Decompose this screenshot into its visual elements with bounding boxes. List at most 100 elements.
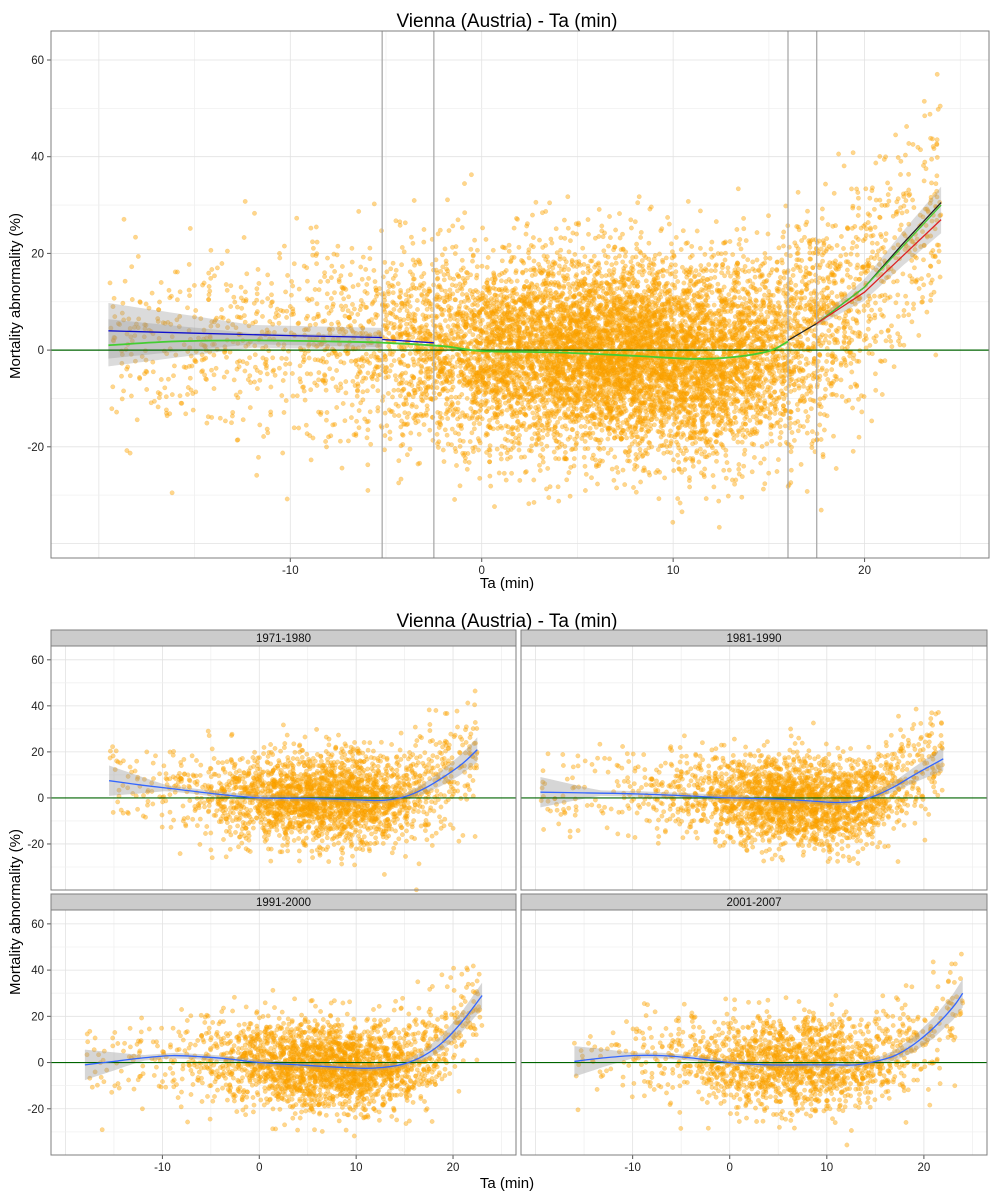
data-point xyxy=(772,411,778,416)
x-tick-label: 0 xyxy=(479,565,485,577)
data-point xyxy=(252,379,257,385)
data-point xyxy=(459,286,465,292)
data-point xyxy=(681,280,687,286)
data-point xyxy=(713,372,718,378)
scatter-points xyxy=(107,71,944,530)
data-point xyxy=(560,290,565,296)
data-point xyxy=(186,287,192,293)
data-point xyxy=(391,321,397,327)
data-point xyxy=(889,344,895,349)
data-point xyxy=(490,247,496,253)
data-point xyxy=(761,456,767,462)
data-point xyxy=(736,241,742,247)
data-point xyxy=(399,244,405,250)
data-point xyxy=(124,448,130,453)
data-point xyxy=(663,283,669,289)
data-point xyxy=(462,299,467,304)
data-point xyxy=(229,420,234,426)
data-point xyxy=(395,281,401,287)
data-point xyxy=(489,338,495,344)
data-point xyxy=(574,321,579,327)
data-point xyxy=(679,310,685,316)
data-point xyxy=(639,258,645,263)
data-point xyxy=(683,337,689,343)
data-point xyxy=(354,393,360,399)
data-point xyxy=(543,242,548,248)
data-point xyxy=(411,198,417,203)
data-point xyxy=(698,263,704,268)
data-point xyxy=(823,333,829,339)
data-point xyxy=(179,400,185,406)
data-point xyxy=(887,334,892,340)
data-point xyxy=(873,387,879,393)
data-point xyxy=(834,293,840,299)
data-point xyxy=(374,354,380,360)
data-point xyxy=(692,274,697,280)
data-point xyxy=(363,351,369,357)
data-point xyxy=(504,407,510,413)
data-point xyxy=(484,264,490,270)
data-point xyxy=(777,281,782,286)
data-point xyxy=(613,260,619,266)
data-point xyxy=(521,260,527,266)
data-point xyxy=(566,281,571,287)
data-point xyxy=(219,307,225,312)
data-point xyxy=(810,429,815,434)
data-point xyxy=(611,290,617,296)
data-point xyxy=(277,250,282,256)
data-point xyxy=(536,392,541,398)
data-point xyxy=(322,372,327,378)
data-point xyxy=(452,497,457,502)
data-point xyxy=(455,322,461,327)
data-point xyxy=(801,383,806,389)
data-point xyxy=(732,277,737,283)
data-point xyxy=(791,355,797,361)
data-point xyxy=(901,308,907,313)
data-point xyxy=(446,308,452,314)
data-point xyxy=(187,375,193,381)
data-point xyxy=(323,378,329,383)
data-point xyxy=(906,141,912,146)
data-point xyxy=(542,367,548,373)
data-point xyxy=(740,267,746,273)
data-point xyxy=(708,340,714,346)
data-point xyxy=(723,239,728,245)
data-point xyxy=(885,192,891,198)
data-point xyxy=(788,389,794,394)
data-point xyxy=(759,443,765,449)
data-point xyxy=(859,409,865,415)
data-point xyxy=(891,279,896,285)
data-point xyxy=(741,215,746,221)
data-point xyxy=(506,242,512,248)
data-point xyxy=(632,362,638,368)
data-point xyxy=(924,309,930,315)
data-point xyxy=(498,456,504,462)
data-point xyxy=(901,313,907,318)
data-point xyxy=(522,284,527,289)
data-point xyxy=(677,500,683,506)
data-point xyxy=(503,325,509,330)
data-point xyxy=(773,316,779,322)
data-point xyxy=(570,230,576,236)
data-point xyxy=(263,365,269,371)
data-point xyxy=(734,432,740,438)
data-point xyxy=(900,271,906,277)
data-point xyxy=(748,300,754,305)
data-point xyxy=(929,277,935,283)
data-point xyxy=(366,275,371,281)
data-point xyxy=(838,253,844,259)
data-point xyxy=(124,366,130,372)
data-point xyxy=(622,253,628,259)
data-point xyxy=(788,467,794,473)
data-point xyxy=(399,380,405,386)
data-point xyxy=(934,71,940,77)
data-point xyxy=(737,295,743,301)
data-point xyxy=(903,198,909,204)
data-point xyxy=(850,240,856,246)
data-point xyxy=(791,318,796,323)
data-point xyxy=(741,463,747,469)
data-point xyxy=(232,299,238,305)
data-point xyxy=(278,307,284,313)
data-point xyxy=(807,256,813,262)
data-point xyxy=(496,470,502,476)
